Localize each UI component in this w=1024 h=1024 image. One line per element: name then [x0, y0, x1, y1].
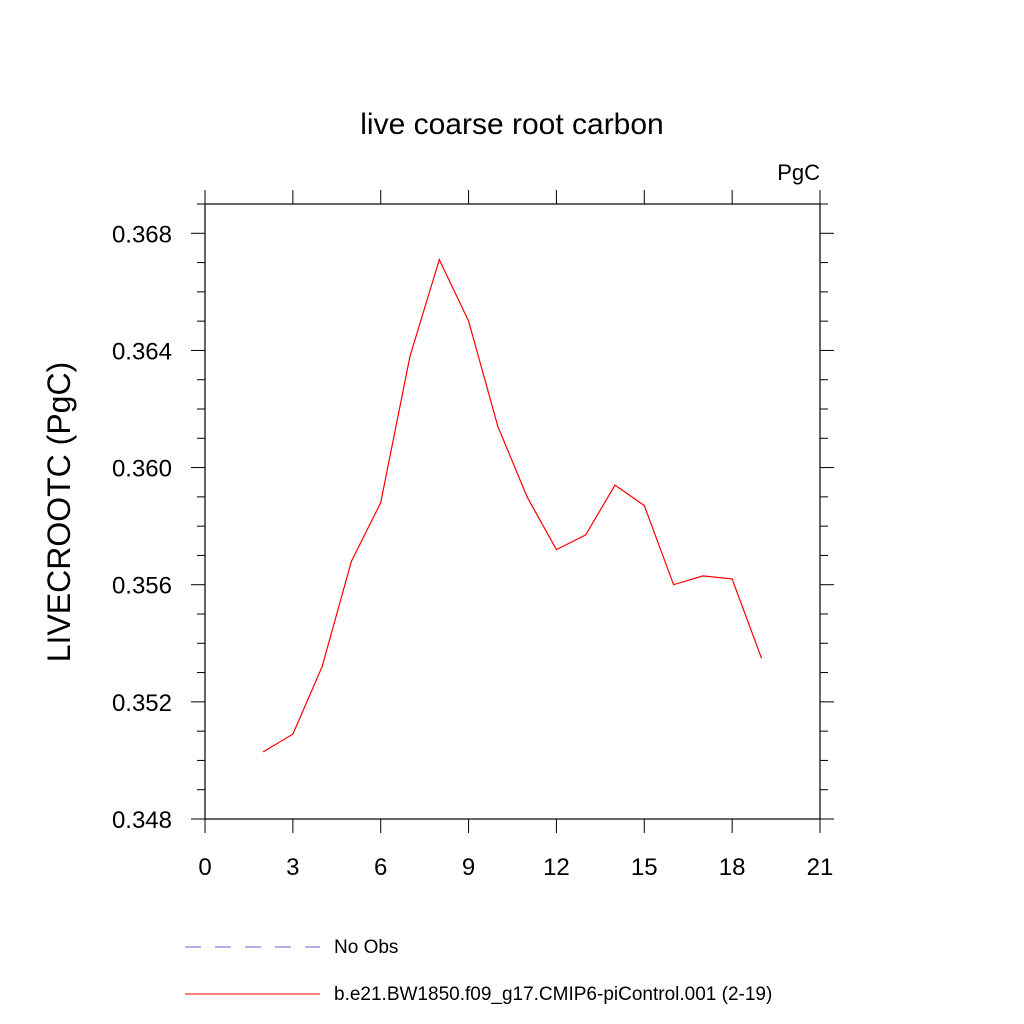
data-series [262, 257, 763, 753]
data-point [643, 505, 645, 507]
series-line [263, 257, 762, 753]
legend-label: b.e21.BW1850.f09_g17.CMIP6-piControl.001… [334, 984, 772, 1005]
x-tick-label: 9 [462, 854, 475, 881]
x-tick-label: 0 [198, 854, 211, 881]
y-tick-label: 0.348 [112, 807, 172, 834]
units-label: PgC [777, 160, 820, 185]
data-point [350, 560, 353, 562]
data-point [292, 733, 294, 735]
data-point [526, 496, 528, 498]
x-tick-label: 15 [631, 854, 658, 881]
legend-label: No Obs [334, 937, 398, 958]
y-tick-label: 0.364 [112, 338, 172, 365]
legend: No Obs b.e21.BW1850.f09_g17.CMIP6-piContr… [185, 937, 772, 1005]
data-point [321, 666, 323, 668]
data-point [731, 578, 733, 580]
data-point [672, 584, 675, 586]
y-tick-label: 0.360 [112, 456, 172, 483]
data-point [467, 320, 470, 322]
plot-frame [204, 203, 821, 820]
y-axis-label: LIVECROOTC (PgC) [41, 362, 77, 662]
data-point [409, 355, 411, 357]
y-tick-label: 0.368 [112, 221, 172, 248]
data-point [262, 751, 265, 753]
data-point [614, 484, 616, 486]
x-tick-label: 6 [374, 854, 387, 881]
data-point [380, 502, 382, 504]
x-tick-label: 21 [807, 854, 834, 881]
data-point [702, 575, 704, 577]
data-point [497, 425, 499, 428]
y-tick-label: 0.356 [112, 573, 172, 600]
data-point [585, 534, 587, 536]
axis-tick-labels: 0 3 6 9 12 15 18 21 0.348 0.352 0.356 0.360 0.364 0.3… [112, 221, 833, 881]
axis-ticks [191, 190, 834, 833]
y-tick-label: 0.352 [112, 690, 172, 717]
data-point [555, 548, 558, 551]
data-point [760, 657, 763, 659]
x-tick-label: 3 [286, 854, 299, 881]
x-tick-label: 12 [543, 854, 570, 881]
data-point [438, 259, 440, 261]
x-tick-label: 18 [719, 854, 746, 881]
chart-title: live coarse root carbon [360, 108, 664, 141]
